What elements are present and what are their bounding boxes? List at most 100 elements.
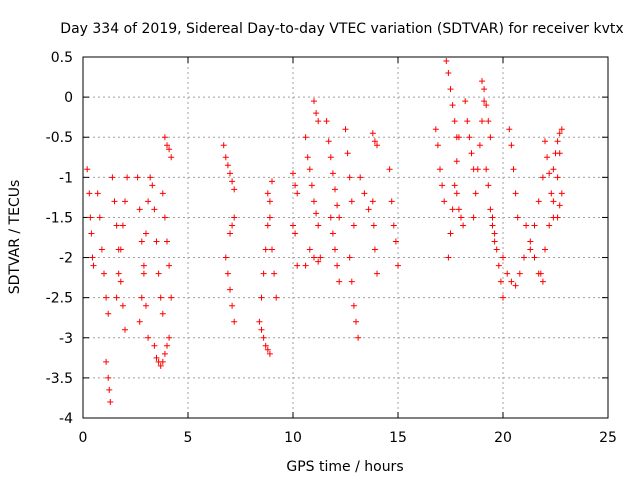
y-tick-label: -1	[59, 170, 73, 186]
series-arc-10	[159, 190, 175, 301]
data-point	[531, 254, 538, 261]
data-point	[224, 270, 231, 277]
data-point	[122, 198, 128, 205]
data-point	[227, 170, 233, 177]
x-axis-label: GPS time / hours	[286, 459, 403, 475]
data-point	[134, 174, 141, 181]
data-point	[558, 126, 565, 133]
chart-title: Day 334 of 2019, Sidereal Day-to-day VTE…	[60, 21, 623, 37]
data-point	[304, 154, 311, 161]
data-point	[306, 166, 313, 173]
x-tick-label: 20	[494, 430, 512, 446]
data-point	[344, 150, 351, 157]
series-arc-44	[542, 138, 557, 221]
series-arc-35	[462, 98, 477, 173]
data-point	[539, 174, 546, 181]
data-point	[111, 198, 118, 205]
series-arc-6	[134, 174, 152, 341]
data-point	[94, 190, 101, 197]
data-point	[369, 130, 376, 137]
data-point	[464, 118, 471, 125]
series-arc-5	[113, 174, 131, 301]
data-point	[140, 270, 147, 277]
data-point	[441, 198, 448, 205]
data-point	[472, 190, 479, 197]
data-point	[88, 230, 95, 237]
data-point	[266, 350, 273, 357]
data-point	[327, 214, 334, 221]
data-point	[460, 222, 467, 229]
data-point	[332, 246, 338, 253]
series-arc-20	[302, 134, 322, 229]
data-point	[514, 214, 521, 221]
data-point	[222, 254, 229, 261]
data-points	[84, 58, 565, 405]
data-point	[168, 294, 175, 301]
data-point	[479, 78, 485, 85]
data-point	[554, 174, 561, 181]
data-point	[348, 278, 355, 285]
data-point	[487, 206, 494, 213]
data-point	[485, 118, 492, 125]
data-point	[315, 118, 322, 125]
data-point	[290, 222, 296, 229]
data-point	[145, 334, 152, 341]
data-point	[155, 270, 162, 277]
data-point	[231, 318, 238, 325]
data-point	[371, 246, 378, 253]
series-arc-34	[453, 190, 467, 229]
data-point	[119, 222, 126, 229]
data-point	[164, 142, 170, 149]
data-point	[317, 254, 324, 261]
data-point	[101, 270, 107, 277]
data-point	[264, 346, 271, 353]
data-point	[117, 278, 124, 285]
data-point	[329, 170, 336, 177]
data-point	[369, 198, 376, 205]
data-point	[220, 142, 227, 149]
data-point	[151, 206, 158, 213]
data-point	[357, 174, 364, 181]
data-point	[510, 166, 517, 173]
data-point	[546, 170, 553, 177]
data-point	[229, 178, 236, 185]
data-point	[140, 262, 147, 269]
data-point	[336, 214, 343, 221]
data-point	[113, 222, 120, 229]
data-point	[157, 362, 164, 369]
data-point	[542, 246, 548, 253]
data-point	[466, 134, 473, 141]
data-point	[527, 238, 534, 245]
data-point	[521, 254, 527, 261]
series-arc-8	[149, 182, 166, 317]
data-point	[451, 182, 458, 189]
data-point	[164, 238, 170, 245]
data-point	[334, 202, 341, 209]
data-point	[355, 334, 362, 341]
y-tick-label: -3	[59, 331, 73, 347]
data-point	[500, 294, 506, 301]
data-point	[264, 222, 271, 229]
data-point	[161, 214, 168, 221]
data-point	[103, 294, 110, 301]
data-point	[264, 190, 271, 197]
data-point	[447, 230, 454, 237]
data-point	[542, 138, 548, 145]
series-arc-31	[432, 126, 448, 205]
data-point	[546, 222, 553, 229]
y-tick-label: -0.5	[46, 130, 73, 146]
plot-frame	[82, 56, 609, 419]
data-point	[157, 294, 164, 301]
data-point	[231, 214, 238, 221]
data-point	[96, 214, 103, 221]
data-point	[350, 222, 357, 229]
y-tick-label: -1.5	[46, 210, 73, 226]
data-point	[143, 302, 149, 309]
data-point	[332, 186, 338, 193]
data-point	[266, 214, 273, 221]
data-point	[292, 182, 299, 189]
x-tick-label: 5	[184, 430, 193, 446]
axis-ticks: 0 5 10 15 20 25 0.5 0 -0.5 -1 -1.5 -2 -2.5 -3 -3.5 -4	[46, 50, 617, 446]
series-arc-13	[222, 254, 238, 325]
data-point	[537, 270, 544, 277]
